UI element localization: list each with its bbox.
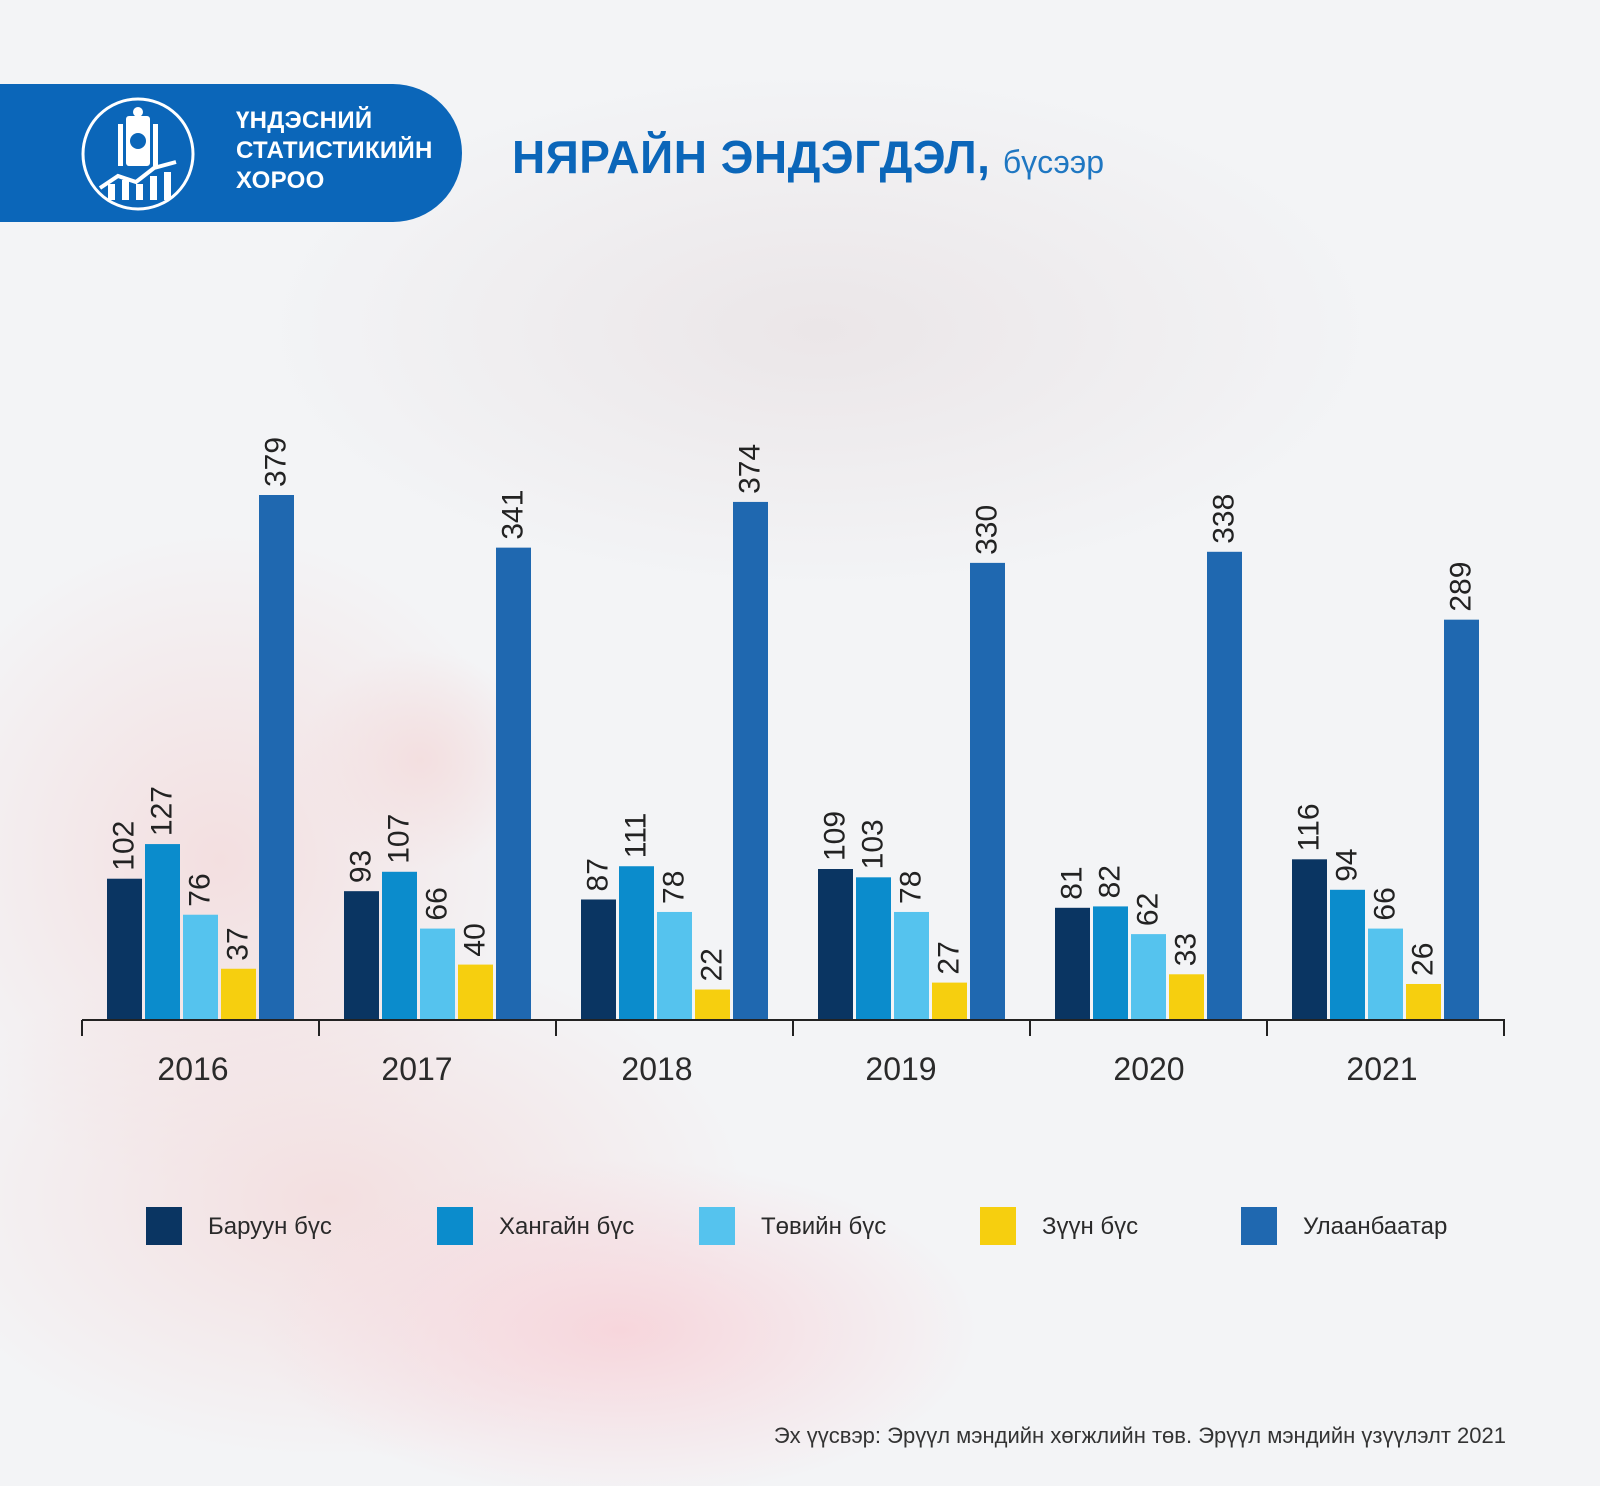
data-label: 62 xyxy=(1132,893,1165,926)
data-label: 109 xyxy=(819,811,852,861)
data-label: 26 xyxy=(1407,943,1440,976)
legend-label: Төвийн бүс xyxy=(761,1213,887,1240)
source-note: Эх үүсвэр: Эрүүл мэндийн хөгжлийн төв. Э… xyxy=(773,1423,1506,1448)
bar-2016-series-1 xyxy=(145,844,180,1020)
bar-2017-series-1 xyxy=(382,871,417,1020)
data-label: 374 xyxy=(734,444,767,494)
chart-legend: Баруун бүс Хангайн бүс Төвийн бүс Зүүн б… xyxy=(146,1207,1476,1247)
x-tick-label: 2016 xyxy=(157,1051,228,1087)
data-label: 338 xyxy=(1208,494,1241,544)
bar-2017-series-0 xyxy=(344,891,379,1020)
soyombo-emblem-icon xyxy=(81,97,195,211)
data-label: 87 xyxy=(582,858,615,891)
data-label: 81 xyxy=(1056,866,1089,899)
bar-2019-series-2 xyxy=(894,911,929,1020)
x-tick-label: 2017 xyxy=(381,1051,452,1087)
data-label: 107 xyxy=(383,814,416,864)
logo-line-1: ҮНДЭСНИЙ xyxy=(236,107,373,134)
bar-2017-series-4 xyxy=(496,547,531,1020)
bar-2017-series-3 xyxy=(458,964,493,1020)
bar-2016-series-0 xyxy=(107,878,142,1020)
data-label: 289 xyxy=(1445,562,1478,612)
legend-label: Улаанбаатар xyxy=(1303,1213,1448,1240)
title-subtitle: бүсээр xyxy=(1002,144,1104,180)
data-label: 111 xyxy=(620,813,653,859)
logo-line-3: ХОРОО xyxy=(236,167,325,194)
legend-label: Зүүн бүс xyxy=(1042,1213,1139,1240)
bar-2016-series-3 xyxy=(221,968,256,1020)
bar-2020-series-0 xyxy=(1055,907,1090,1020)
bar-2019-series-0 xyxy=(818,869,853,1020)
bar-2020-series-2 xyxy=(1131,934,1166,1020)
data-label: 78 xyxy=(658,871,691,904)
bar-2018-series-4 xyxy=(733,501,768,1020)
bar-2019-series-1 xyxy=(856,877,891,1020)
bar-2016-series-2 xyxy=(183,914,218,1020)
bar-2021-series-1 xyxy=(1330,889,1365,1020)
bar-2020-series-1 xyxy=(1093,906,1128,1020)
data-label: 379 xyxy=(260,437,293,487)
data-label: 66 xyxy=(421,887,454,920)
x-tick-label: 2020 xyxy=(1113,1051,1184,1087)
data-label: 22 xyxy=(696,948,729,981)
bar-2021-series-0 xyxy=(1292,859,1327,1020)
bar-2018-series-0 xyxy=(581,899,616,1020)
legend-label: Хангайн бүс xyxy=(499,1213,635,1240)
logo-line-2: СТАТИСТИКИЙН xyxy=(236,137,433,164)
legend-swatch xyxy=(437,1207,473,1245)
data-label: 103 xyxy=(857,819,890,869)
data-label: 116 xyxy=(1293,803,1326,851)
data-label: 102 xyxy=(108,821,141,871)
bar-2020-series-4 xyxy=(1207,551,1242,1020)
bar-2018-series-3 xyxy=(695,989,730,1020)
legend-swatch xyxy=(699,1207,735,1245)
data-label: 40 xyxy=(459,923,492,956)
data-label: 127 xyxy=(146,786,179,836)
bar-2019-series-4 xyxy=(970,562,1005,1020)
page-title: НЯРАЙН ЭНДЭГДЭЛ, бүсээр xyxy=(512,130,1104,184)
bar-2020-series-3 xyxy=(1169,974,1204,1020)
bar-2019-series-3 xyxy=(932,982,967,1020)
logo-band xyxy=(0,84,462,222)
bar-2021-series-2 xyxy=(1368,928,1403,1020)
data-label: 78 xyxy=(895,871,928,904)
bar-2021-series-3 xyxy=(1406,983,1441,1020)
data-label: 66 xyxy=(1369,887,1402,920)
data-label: 27 xyxy=(933,941,966,974)
bar-2016-series-4 xyxy=(259,495,294,1020)
data-label: 33 xyxy=(1170,933,1203,966)
title-main: НЯРАЙН ЭНДЭГДЭЛ, xyxy=(512,131,991,183)
bar-2018-series-1 xyxy=(619,866,654,1020)
data-label: 82 xyxy=(1094,865,1127,898)
bar-2021-series-4 xyxy=(1444,619,1479,1020)
x-tick-label: 2018 xyxy=(621,1051,692,1087)
data-label: 37 xyxy=(222,927,255,960)
x-tick-label: 2019 xyxy=(865,1051,936,1087)
legend-swatch xyxy=(1241,1207,1277,1245)
bar-2018-series-2 xyxy=(657,911,692,1020)
data-label: 93 xyxy=(345,850,378,883)
data-label: 341 xyxy=(497,490,530,540)
x-tick-label: 2021 xyxy=(1346,1051,1417,1087)
data-label: 76 xyxy=(184,873,217,906)
logo-text: ҮНДЭСНИЙ СТАТИСТИКИЙН ХОРОО xyxy=(236,106,433,196)
data-label: 94 xyxy=(1331,848,1364,881)
legend-swatch xyxy=(146,1207,182,1245)
bar-2017-series-2 xyxy=(420,928,455,1020)
data-label: 330 xyxy=(971,505,1004,555)
legend-label: Баруун бүс xyxy=(208,1213,332,1240)
legend-swatch xyxy=(980,1207,1016,1245)
